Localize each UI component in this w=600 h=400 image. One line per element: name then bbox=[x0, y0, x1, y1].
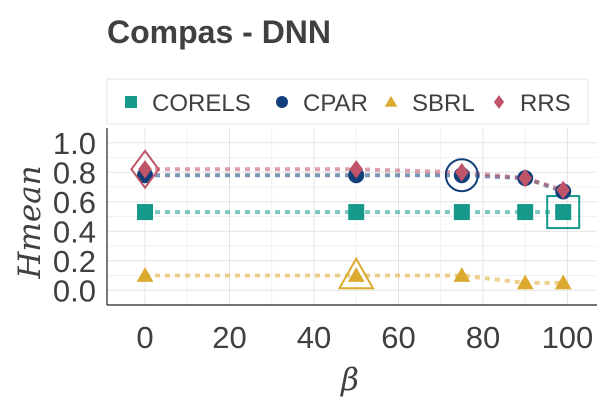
y-axis-title: Hmean bbox=[12, 165, 48, 279]
data-point-rrs bbox=[556, 180, 571, 200]
x-tick-label: 20 bbox=[212, 320, 246, 355]
data-point-sbrl bbox=[136, 267, 154, 282]
legend-marker-corels bbox=[125, 96, 137, 108]
legend-label-sbrl: SBRL bbox=[412, 90, 475, 117]
legend-label-cpar: CPAR bbox=[303, 90, 368, 117]
y-tick-label: 0.0 bbox=[53, 273, 96, 308]
y-tick-label: 0.8 bbox=[53, 155, 96, 190]
legend: CORELS CPAR SBRL RRS bbox=[106, 78, 589, 125]
data-point-sbrl bbox=[554, 274, 572, 290]
legend-marker-sbrl bbox=[384, 95, 398, 107]
data-point-sbrl bbox=[347, 267, 365, 282]
series-line-rrs bbox=[145, 167, 564, 192]
chart-title: Compas - DNN bbox=[107, 14, 332, 50]
y-tick-label: 0.6 bbox=[53, 185, 96, 220]
series-line-sbrl bbox=[145, 273, 564, 285]
data-point-corels bbox=[137, 204, 154, 221]
legend-marker-rrs bbox=[493, 95, 505, 109]
data-point-corels bbox=[517, 204, 534, 221]
x-axis-title: β bbox=[340, 362, 359, 398]
highlight-ring-cpar bbox=[444, 158, 479, 193]
x-tick-label: 80 bbox=[466, 320, 500, 355]
y-tick-label: 0.4 bbox=[53, 214, 96, 249]
highlight-ring-rrs bbox=[130, 149, 160, 190]
x-tick-label: 60 bbox=[381, 320, 415, 355]
legend-label-rrs: RRS bbox=[520, 90, 571, 117]
data-point-corels bbox=[453, 204, 470, 221]
highlight-ring-sbrl bbox=[337, 256, 375, 290]
data-point-rrs bbox=[455, 163, 469, 182]
y-tick-label: 1.0 bbox=[53, 126, 96, 161]
x-tick-label: 40 bbox=[297, 320, 331, 355]
data-point-corels bbox=[348, 204, 365, 221]
legend-marker-cpar bbox=[276, 96, 288, 108]
data-point-rrs bbox=[138, 160, 152, 179]
data-point-sbrl bbox=[453, 267, 471, 282]
tick-labels: 0 20 40 60 80 100 0.00.20.40.60.81.0 bbox=[53, 126, 593, 355]
x-tick-label: 100 bbox=[542, 320, 594, 355]
axes bbox=[106, 128, 597, 306]
series-lines bbox=[145, 167, 564, 285]
series-markers bbox=[130, 149, 581, 290]
data-point-sbrl bbox=[516, 274, 534, 290]
data-point-rrs bbox=[518, 168, 532, 188]
data-point-corels bbox=[555, 204, 572, 221]
legend-label-corels: CORELS bbox=[152, 90, 251, 117]
data-point-rrs bbox=[349, 160, 364, 179]
y-tick-label: 0.2 bbox=[53, 244, 96, 279]
legend-box bbox=[106, 78, 589, 125]
x-tick-label: 0 bbox=[136, 320, 153, 355]
